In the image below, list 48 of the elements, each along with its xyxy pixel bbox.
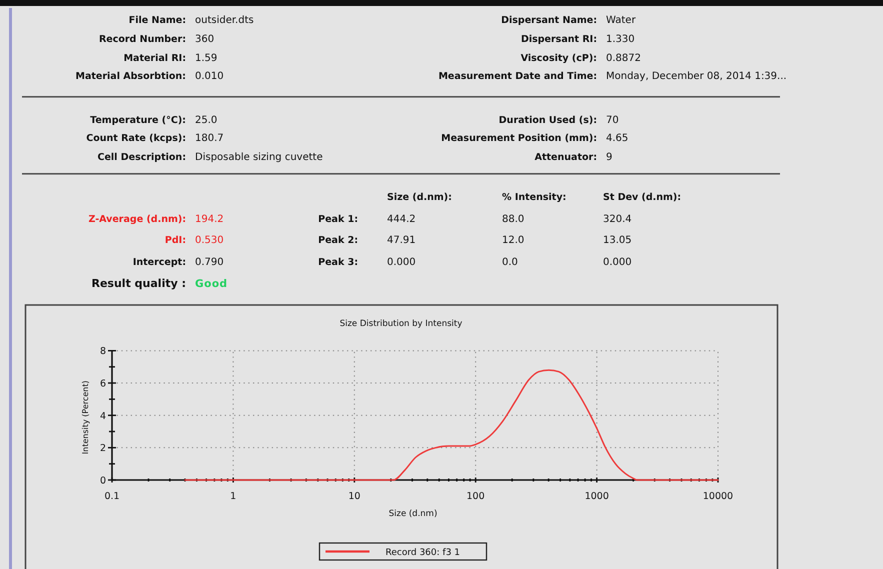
text: Attenuator: 9 [534,152,612,163]
text: 444.2 [387,214,416,225]
text: Peak 2: [318,235,358,246]
text: Duration Used (s): 70 [498,115,619,126]
text: Viscosity (cP): 0.8872 [520,53,641,64]
x-tick-label: 0.1 [104,491,120,502]
text: 13.05 [603,235,632,246]
text: Intercept: 0.790 [132,257,224,268]
text: PdI: 0.530 [164,235,224,246]
text: St Dev (d.nm): [603,192,682,203]
x-tick-label: 100 [466,491,485,502]
y-axis-title: Intensity (Percent) [81,380,90,454]
text: Record Number: 360 [98,34,214,45]
text: Peak 1: [318,214,358,225]
text: Z-Average (d.nm): 194.2 [88,214,224,225]
text: Cell Description: Disposable sizing cuvette [98,152,323,163]
text: Dispersant RI: 1.330 [520,34,635,45]
x-tick-label: 10 [348,491,360,502]
x-tick-label: 1 [230,491,236,502]
chart-title: Size Distribution by Intensity [340,319,462,329]
text: 0.000 [603,257,632,268]
y-tick-label: 2 [100,443,106,454]
text: Count Rate (kcps): 180.7 [86,133,224,144]
legend-label: Record 360: f3 1 [386,548,460,558]
y-tick-label: 4 [100,410,106,422]
text: Temperature (°C): 25.0 [90,115,218,126]
text: Measurement Position (mm): 4.65 [441,133,628,144]
text: Measurement Date and Time: Monday, December 08, 2014 1:39... [438,71,787,82]
text: Peak 3: [318,257,358,268]
y-tick-label: 8 [100,346,106,358]
text: 88.0 [502,214,524,225]
x-tick-label: 10000 [702,491,734,502]
text: 0.0 [502,257,518,268]
text: 320.4 [603,214,632,225]
text: % Intensity: [502,192,566,203]
text: 12.0 [502,235,524,246]
text: 0.000 [387,257,416,268]
text: Dispersant Name: Water [501,15,636,26]
x-tick-label: 1000 [584,491,609,502]
text: Material RI: 1.59 [124,53,218,64]
y-tick-label: 6 [100,378,106,390]
text: Result quality : Good [92,277,228,290]
text: Material Absorbtion: 0.010 [76,71,224,82]
x-axis-title: Size (d.nm) [388,509,438,519]
text: 47.91 [387,235,416,246]
text: Size (d.nm): [387,192,452,203]
y-tick-label: 0 [100,476,106,486]
text: File Name: outsider.dts [128,15,254,26]
